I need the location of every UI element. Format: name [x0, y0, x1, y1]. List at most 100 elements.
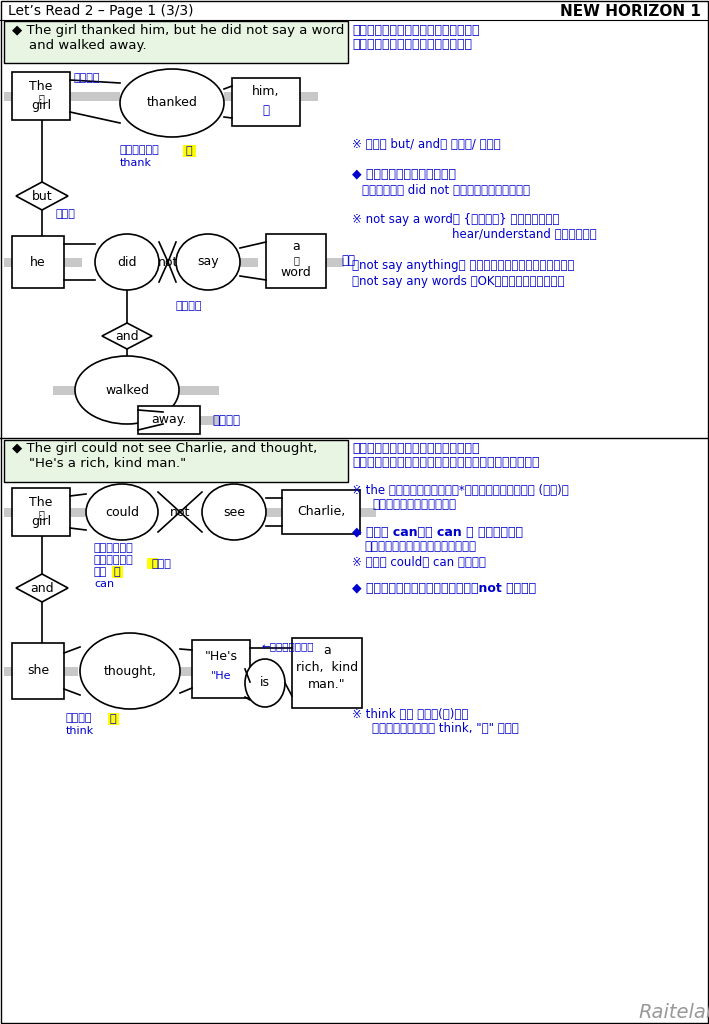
- Text: ◆ 助動詞 can　＜ can ＋ 動詞の原形＞: ◆ 助動詞 can ＜ can ＋ 動詞の原形＞: [352, 525, 523, 539]
- Text: はなれて: はなれて: [212, 414, 240, 427]
- Text: でき: でき: [94, 567, 107, 577]
- Text: ※ the ～：　｛既知・特定の*人・物に言及する時｝ (その)～: ※ the ～： ｛既知・特定の*人・物に言及する時｝ (その)～: [352, 483, 569, 497]
- Bar: [200, 416, 220, 425]
- Text: "He: "He: [211, 671, 231, 681]
- Text: ～が引用句の場合は think, "～" と書く: ～が引用句の場合は think, "～" と書く: [372, 722, 519, 734]
- Text: ～することが: ～することが: [94, 555, 134, 565]
- Text: and: and: [30, 582, 54, 595]
- Bar: [300, 92, 318, 101]
- Text: thanked: thanked: [147, 96, 197, 110]
- Bar: [4, 440, 348, 482]
- Text: man.": man.": [308, 679, 346, 691]
- Bar: [64, 667, 78, 676]
- Bar: [70, 508, 86, 517]
- Text: can: can: [94, 579, 114, 589]
- Text: ◆ The girl could not see Charlie, and thought,
    "He's a rich, kind man.": ◆ The girl could not see Charlie, and th…: [12, 442, 317, 470]
- Text: ※ think ～： 　～と(を)思う: ※ think ～： ～と(を)思う: [352, 708, 469, 721]
- Text: girl: girl: [31, 99, 51, 113]
- Text: た: た: [113, 567, 121, 577]
- Bar: [4, 508, 12, 517]
- Ellipse shape: [80, 633, 180, 709]
- Text: Raitelab: Raitelab: [638, 1002, 709, 1022]
- Bar: [4, 667, 12, 676]
- Text: ｛能力・可能｝～することができる: ｛能力・可能｝～することができる: [364, 540, 476, 553]
- Bar: [112, 566, 123, 578]
- Text: ◆ The girl thanked him, but he did not say a word
    and walked away.: ◆ The girl thanked him, but he did not s…: [12, 24, 345, 52]
- Polygon shape: [16, 574, 68, 602]
- Text: ◆ 一般動詞の過去形の否定文: ◆ 一般動詞の過去形の否定文: [352, 169, 456, 181]
- Text: a: a: [292, 241, 300, 254]
- Text: is: is: [260, 677, 270, 689]
- Text: NEW HORIZON 1: NEW HORIZON 1: [560, 3, 701, 18]
- Text: The: The: [29, 496, 52, 509]
- Text: say: say: [197, 256, 219, 268]
- Text: ◆ 助動詞の否定文　＜助動詞の後にnot を置く＞: ◆ 助動詞の否定文 ＜助動詞の後にnot を置く＞: [352, 582, 536, 595]
- Bar: [326, 258, 344, 267]
- Text: ＊not say any words もOK（あまり使われない）: ＊not say any words もOK（あまり使われない）: [352, 275, 564, 289]
- Text: could: could: [105, 506, 139, 518]
- Text: ＊not say anything： 何も言わないことの一般的な表現: ＊not say anything： 何も言わないことの一般的な表現: [352, 258, 574, 271]
- Text: できた: できた: [152, 559, 172, 569]
- Bar: [180, 667, 194, 676]
- Text: （その）: （その）: [74, 73, 101, 83]
- Ellipse shape: [75, 356, 179, 424]
- Text: ～することが: ～することが: [94, 543, 134, 553]
- Text: "He's: "He's: [204, 649, 238, 663]
- Text: ←裕福な　親切な: ←裕福な 親切な: [262, 641, 315, 651]
- Ellipse shape: [245, 659, 285, 707]
- Text: 少女は彼に感謝をしました、しかし彼: 少女は彼に感謝をしました、しかし彼: [352, 24, 479, 37]
- Polygon shape: [102, 323, 152, 349]
- Text: thank: thank: [120, 158, 152, 168]
- Ellipse shape: [202, 484, 266, 540]
- Bar: [147, 558, 158, 569]
- Text: ～と思っ: ～と思っ: [66, 713, 92, 723]
- Text: girl: girl: [31, 515, 51, 528]
- Bar: [360, 508, 376, 517]
- Text: ※ 助動詞 could： can の過去形: ※ 助動詞 could： can の過去形: [352, 555, 486, 568]
- Text: 、そして思いました、「彼は裕福で親切な男性です。」: 、そして思いました、「彼は裕福で親切な男性です。」: [352, 456, 540, 469]
- Text: see: see: [223, 506, 245, 518]
- Bar: [70, 92, 120, 101]
- Text: him,: him,: [252, 85, 280, 98]
- Bar: [266, 508, 282, 517]
- Bar: [4, 92, 12, 101]
- Bar: [138, 406, 200, 434]
- Text: thought,: thought,: [104, 665, 157, 678]
- Bar: [179, 386, 219, 395]
- Text: did: did: [117, 256, 137, 268]
- Text: しかし: しかし: [56, 209, 76, 219]
- Text: Charlie,: Charlie,: [297, 506, 345, 518]
- Text: he: he: [30, 256, 46, 268]
- Bar: [12, 488, 70, 536]
- Text: away.: away.: [151, 414, 186, 427]
- Bar: [4, 258, 12, 267]
- Ellipse shape: [86, 484, 158, 540]
- Text: 彼: 彼: [262, 104, 269, 118]
- Bar: [232, 78, 300, 126]
- Ellipse shape: [120, 69, 224, 137]
- Text: た: た: [186, 146, 192, 156]
- Text: not: not: [158, 256, 178, 268]
- Text: た: た: [110, 714, 116, 724]
- Text: ⎿: ⎿: [293, 255, 299, 265]
- Polygon shape: [16, 182, 68, 210]
- Text: Let’s Read 2 – Page 1 (3/3): Let’s Read 2 – Page 1 (3/3): [8, 4, 194, 18]
- Ellipse shape: [176, 234, 240, 290]
- Bar: [240, 258, 258, 267]
- Text: hear/understand などでも同様: hear/understand などでも同様: [452, 228, 597, 242]
- Bar: [12, 643, 64, 699]
- Text: 少女はチャーリーが見えませんでした: 少女はチャーリーが見えませんでした: [352, 442, 479, 455]
- Text: は一言もいわずに歩き去りました。: は一言もいわずに歩き去りました。: [352, 38, 472, 51]
- Bar: [64, 258, 82, 267]
- Text: word: word: [281, 265, 311, 279]
- Text: ～に礼を言っ: ～に礼を言っ: [120, 145, 160, 155]
- Text: rich,  kind: rich, kind: [296, 660, 358, 674]
- Text: 言葉: 言葉: [341, 255, 355, 267]
- Bar: [266, 234, 326, 288]
- Text: a: a: [323, 644, 331, 657]
- Text: ⎿: ⎿: [38, 509, 44, 519]
- Bar: [282, 490, 360, 534]
- Text: The: The: [29, 80, 52, 92]
- Bar: [224, 92, 242, 101]
- Ellipse shape: [95, 234, 159, 290]
